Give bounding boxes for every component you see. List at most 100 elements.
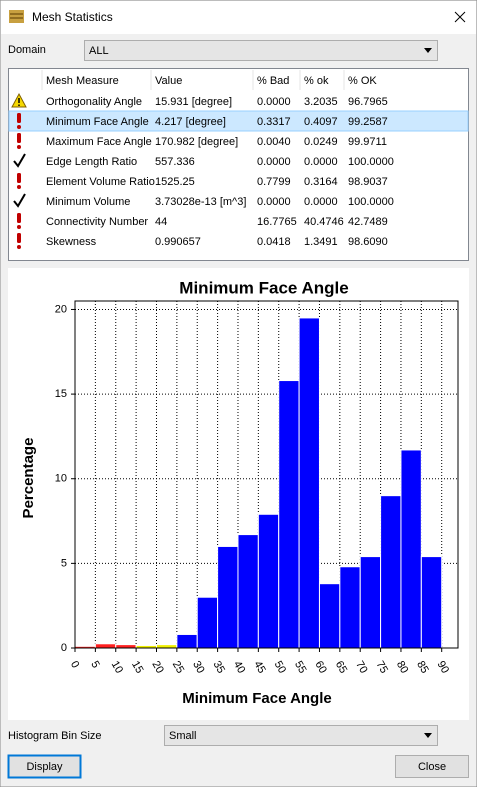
domain-dropdown[interactable]	[84, 40, 438, 61]
error-bar	[17, 113, 21, 123]
error-dot	[17, 225, 21, 229]
table-cell: 98.9037	[348, 176, 388, 188]
error-bar	[17, 133, 21, 143]
histogram-bar	[420, 556, 443, 649]
table-cell: Skewness	[46, 236, 97, 248]
column-header: Value	[155, 75, 182, 87]
histogram-bar	[400, 449, 422, 649]
error-icon	[17, 113, 21, 129]
x-tick-label: 75	[373, 659, 390, 676]
x-tick-label: 15	[129, 659, 146, 676]
x-tick-label: 70	[353, 659, 370, 676]
chart: Minimum Face Angle Percentage Minimum Face…	[20, 278, 459, 707]
table-cell: Minimum Face Angle	[46, 116, 149, 128]
table-cell: 170.982 [degree]	[155, 136, 238, 148]
y-tick-label: 15	[55, 388, 67, 400]
table-cell: 99.9711	[348, 136, 387, 148]
x-tick-label: 80	[394, 659, 411, 676]
table-cell: Connectivity Number	[46, 216, 148, 228]
ok-check	[13, 153, 26, 168]
y-tick-label: 20	[55, 303, 67, 315]
table-cell: Maximum Face Angle	[46, 136, 152, 148]
x-tick-label: 50	[272, 659, 289, 676]
close-x[interactable]	[454, 11, 466, 23]
table-cell: 0.0000	[304, 196, 338, 208]
table-cell: 0.0249	[304, 136, 338, 148]
histogram-bar	[176, 633, 198, 649]
table-cell: 44	[155, 216, 167, 228]
window-title: Mesh Statistics	[32, 10, 113, 24]
bin-size-dropdown[interactable]	[164, 725, 438, 746]
table-cell: 42.7489	[348, 216, 388, 228]
table-cell: 0.990657	[155, 236, 201, 248]
table-cell: 557.336	[155, 156, 195, 168]
y-tick-label: 5	[61, 557, 67, 569]
x-tick-label: 20	[149, 659, 166, 676]
app-icon	[9, 10, 24, 23]
histogram-bar	[196, 596, 219, 649]
dropdown-arrow	[424, 48, 432, 53]
x-tick-label: 90	[435, 659, 452, 676]
warning-icon	[11, 92, 27, 108]
x-tick-label: 5	[88, 659, 101, 670]
error-bar	[17, 213, 21, 223]
title-bar	[1, 1, 476, 34]
x-tick-label: 30	[190, 659, 207, 676]
table-box	[8, 68, 469, 261]
dropdown-arrow	[424, 733, 432, 738]
table-cell: 0.0000	[257, 196, 291, 208]
x-tick-label: 45	[251, 659, 268, 676]
error-icon	[17, 133, 21, 149]
selected-row	[8, 110, 469, 132]
table-cell: 0.0000	[257, 156, 291, 168]
histogram-bar	[237, 534, 259, 649]
histogram-bar	[278, 380, 300, 649]
y-tick-label: 10	[55, 473, 67, 485]
histogram-bar	[339, 566, 361, 649]
y-tick-label: 0	[61, 642, 67, 654]
histogram-bar	[298, 317, 320, 649]
error-icon	[17, 233, 21, 249]
x-tick-label: 40	[231, 659, 248, 676]
table-cell: 15.931 [degree]	[155, 96, 232, 108]
table-cell: 99.2587	[348, 116, 388, 128]
histogram-bar	[155, 644, 178, 649]
table-cell: 0.0040	[257, 136, 291, 148]
display-button-label: Display	[26, 761, 63, 773]
table-cell: 0.3317	[257, 116, 291, 128]
table: Mesh Measure Value % Bad % ok % OK Orthogonal…	[8, 70, 469, 249]
histogram-bar	[94, 643, 117, 649]
bin-size-label: Histogram Bin Size	[8, 730, 102, 742]
histogram-bar	[115, 644, 137, 649]
histogram-bar	[380, 495, 402, 649]
display-button[interactable]	[7, 754, 82, 779]
table-cell: 0.4097	[304, 116, 338, 128]
x-axis-label: Minimum Face Angle	[182, 690, 331, 707]
table-cell: 0.7799	[257, 176, 291, 188]
bin-size-value: Small	[169, 730, 197, 742]
x-tick-label: 0	[68, 659, 81, 670]
table-cell: 0.0000	[304, 156, 338, 168]
histogram-bar	[318, 583, 341, 649]
error-bar	[17, 233, 21, 243]
error-dot	[17, 185, 21, 189]
table-cell: 1525.25	[155, 176, 195, 188]
table-cell: 96.7965	[348, 96, 388, 108]
table-cell: 4.217 [degree]	[155, 116, 226, 128]
table-cell: Minimum Volume	[46, 196, 130, 208]
x-tick-label: 55	[292, 659, 309, 676]
table-cell: Edge Length Ratio	[46, 156, 137, 168]
histogram-bar	[217, 545, 239, 649]
error-icon	[17, 173, 21, 189]
column-header: % ok	[304, 75, 329, 87]
close-button[interactable]	[395, 755, 469, 778]
column-header: % OK	[348, 75, 377, 87]
histogram-bar	[257, 513, 280, 649]
table-cell: 16.7765	[257, 216, 297, 228]
table-cell: 100.0000	[348, 156, 394, 168]
chart-title: Minimum Face Angle	[179, 278, 348, 297]
table-cell: 98.6090	[348, 236, 388, 248]
plot-frame	[74, 300, 459, 649]
domain-value: ALL	[89, 45, 109, 57]
